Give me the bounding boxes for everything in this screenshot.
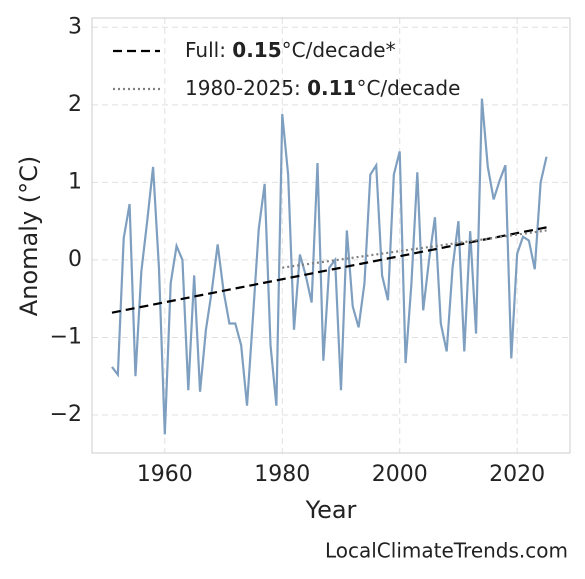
watermark: LocalClimateTrends.com bbox=[325, 539, 568, 563]
y-tick-label: −2 bbox=[50, 402, 82, 427]
y-tick-label: 1 bbox=[68, 169, 82, 194]
x-tick-label: 2020 bbox=[489, 462, 545, 487]
legend-slope: 0.11 bbox=[307, 76, 356, 100]
y-tick-label: 2 bbox=[68, 92, 82, 117]
legend-slope: 0.15 bbox=[232, 38, 281, 62]
trend-line bbox=[111, 226, 547, 314]
y-tick-label: 0 bbox=[68, 247, 82, 272]
y-tick-label: −1 bbox=[50, 324, 82, 349]
legend-prefix: Full: bbox=[185, 38, 232, 62]
data-line bbox=[111, 98, 548, 435]
legend-suffix: °C/decade bbox=[356, 76, 460, 100]
x-tick-label: 2000 bbox=[372, 462, 428, 487]
x-tick-label: 1980 bbox=[254, 462, 310, 487]
plot-frame bbox=[91, 17, 571, 454]
x-tick-label: 1960 bbox=[137, 462, 193, 487]
legend-label: 1980-2025: 0.11°C/decade bbox=[185, 76, 460, 100]
x-axis-label: Year bbox=[305, 496, 357, 524]
y-tick-label: 3 bbox=[68, 14, 82, 39]
legend-prefix: 1980-2025: bbox=[185, 76, 307, 100]
legend-label: Full: 0.15°C/decade* bbox=[185, 38, 396, 62]
y-axis-label: Anomaly (°C) bbox=[15, 156, 43, 316]
legend-suffix: °C/decade* bbox=[282, 38, 396, 62]
